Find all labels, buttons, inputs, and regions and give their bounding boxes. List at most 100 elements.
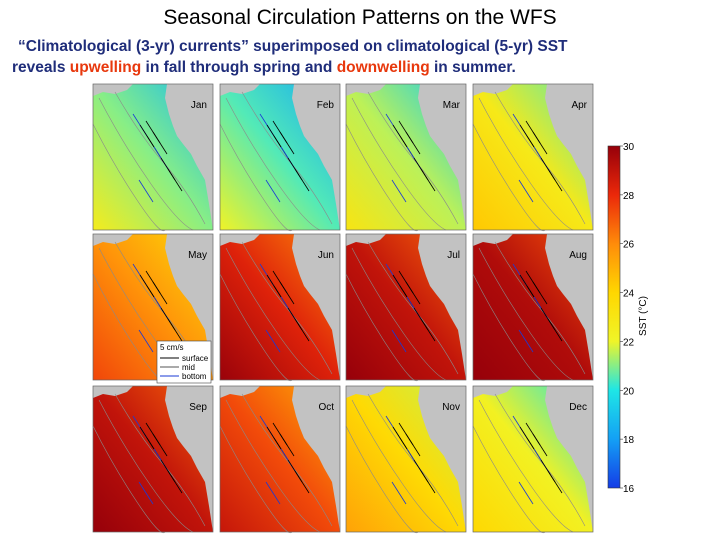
isobath-line [367,393,459,527]
florida-coast-land [292,386,340,532]
map-panel-jan: Jan [92,83,214,232]
isobath-line [351,247,447,381]
panel-frame [472,385,594,533]
map-panel-aug: Aug [472,233,594,382]
florida-coast-land [545,84,593,230]
panel-frame [345,385,467,533]
current-vector [294,318,310,342]
florida-coast-land [292,234,340,380]
map-panel-jul: Jul [345,233,467,382]
current-vector [547,470,563,494]
isobath-line [92,123,166,232]
isobath-line [367,241,459,375]
map-panel-nov: Nov [345,385,467,534]
isobath-line [345,123,419,232]
month-label: May [188,250,207,261]
subtitle-text-a: reveals [12,59,70,76]
month-label: Jul [447,250,460,261]
current-vector [167,470,183,494]
current-vector [420,318,436,342]
colorbar-tick-label: 28 [623,191,635,202]
current-vector [391,179,407,203]
map-panel-mar: Mar [345,83,467,232]
northern-coast-land [220,234,260,246]
month-label: Oct [318,402,334,413]
current-vector [279,131,295,155]
current-vector [265,481,281,505]
current-vector [547,168,563,192]
colorbar-tick-label: 16 [623,484,635,495]
colorbar-scale [607,145,621,489]
colorbar-label: SST (°C) [638,296,649,336]
current-vector [391,481,407,505]
current-vector [167,318,183,342]
map-panel-oct: Oct [219,385,341,534]
florida-coast-land [292,84,340,230]
panel-frame [472,83,594,231]
northern-coast-land [473,84,513,96]
colorbar-tick-label: 26 [623,240,635,251]
legend-scale: 5 cm/s [160,343,184,352]
panel-frame [219,233,341,381]
map-panel-apr: Apr [472,83,594,232]
subtitle-line-2: reveals upwelling in fall through spring… [12,57,712,78]
isobath-line [351,97,447,231]
legend-label-surface: surface [182,354,209,363]
florida-coast-land [418,386,466,532]
current-vector [279,281,295,305]
isobath-line [472,123,546,232]
northern-coast-land [93,84,133,96]
month-label: Aug [569,250,587,261]
month-label: Jun [318,250,334,261]
northern-coast-land [346,84,386,96]
current-vector [532,281,548,305]
colorbar-tick-label: 22 [623,337,635,348]
isobath-line [345,425,419,534]
panel-frame [219,83,341,231]
page-title: Seasonal Circulation Patterns on the WFS [163,6,557,29]
northern-coast-land [346,234,386,246]
panel-frame [92,385,214,533]
florida-coast-land [545,234,593,380]
current-vector [547,318,563,342]
florida-coast-land [165,386,213,532]
downwelling-highlight: downwelling [336,59,430,76]
current-vector [518,329,534,353]
colorbar-tick-label: 18 [623,435,635,446]
isobath-line [92,425,166,534]
current-vector [138,329,154,353]
current-vector [265,179,281,203]
month-label: Jan [191,100,207,111]
current-vector [420,168,436,192]
sst-colorbar: 30 28 26 24 22 20 18 16 SST (°C) [607,142,649,495]
northern-coast-land [220,84,260,96]
subtitle-text-e: in summer. [429,59,516,76]
current-vector [391,329,407,353]
month-label: Dec [569,402,587,413]
current-vector [420,470,436,494]
panel-frame [219,385,341,533]
northern-coast-land [473,386,513,398]
panel-frame [345,233,467,381]
current-vector [279,433,295,457]
current-vector [152,281,168,305]
isobath-line [367,91,459,225]
legend-label-bottom: bottom [182,372,207,381]
northern-coast-land [473,234,513,246]
isobath-line [494,91,586,225]
current-vector [138,481,154,505]
isobath-line [494,393,586,527]
northern-coast-land [346,386,386,398]
isobath-line [114,91,206,225]
northern-coast-land [93,234,133,246]
isobath-line [241,393,333,527]
subtitle-text-c: in fall through spring and [141,59,337,76]
isobath-line [98,399,194,533]
florida-coast-land [165,234,213,380]
month-label: Sep [189,402,207,413]
panel-frame [92,233,214,381]
current-vector [532,131,548,155]
current-vector [152,131,168,155]
